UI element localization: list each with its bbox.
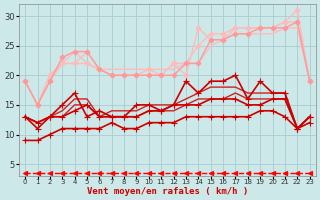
X-axis label: Vent moyen/en rafales ( km/h ): Vent moyen/en rafales ( km/h ) [87,187,248,196]
